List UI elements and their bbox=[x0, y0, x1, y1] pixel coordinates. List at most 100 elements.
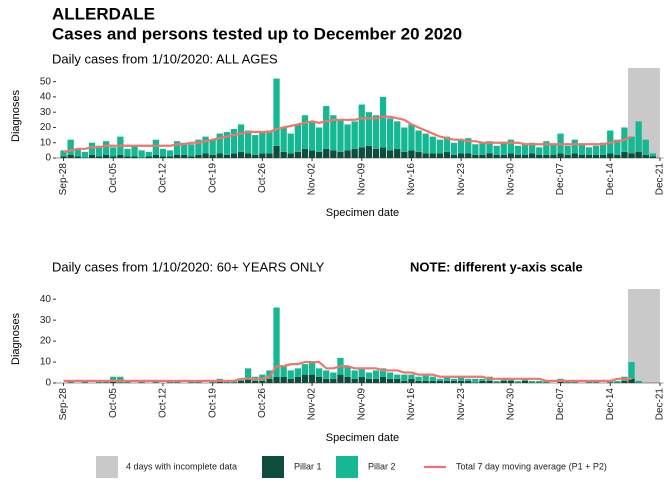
legend-swatch bbox=[336, 456, 358, 478]
bar bbox=[394, 378, 401, 383]
bar bbox=[507, 380, 514, 383]
bar bbox=[131, 156, 138, 158]
bar bbox=[443, 151, 451, 158]
bar bbox=[195, 139, 202, 155]
bar bbox=[635, 121, 642, 152]
x-axis-label: Specimen date bbox=[326, 207, 399, 219]
bar bbox=[67, 139, 74, 155]
x-tick-label: Nov-30 bbox=[505, 163, 516, 196]
chart-title: Daily cases from 1/10/2020: 60+ YEARS ON… bbox=[52, 259, 325, 274]
bar bbox=[337, 374, 344, 383]
bar bbox=[287, 370, 294, 379]
bar bbox=[245, 130, 252, 154]
bar bbox=[529, 153, 536, 158]
legend-swatch bbox=[96, 456, 118, 478]
bar bbox=[415, 130, 422, 152]
bar bbox=[450, 154, 458, 158]
bar bbox=[245, 378, 252, 383]
bar bbox=[131, 145, 138, 157]
bar bbox=[422, 133, 429, 154]
bar bbox=[95, 156, 103, 158]
bar bbox=[543, 141, 550, 155]
x-tick-label: Dec-21 bbox=[655, 388, 666, 421]
bar bbox=[379, 96, 387, 148]
bar bbox=[415, 151, 422, 158]
bar bbox=[174, 141, 181, 155]
bar bbox=[564, 154, 571, 158]
bar bbox=[415, 376, 422, 381]
bar bbox=[301, 374, 309, 383]
bar bbox=[358, 147, 365, 158]
bar bbox=[344, 124, 351, 151]
bar bbox=[358, 376, 365, 383]
legend-label: 4 days with incomplete data bbox=[126, 461, 237, 471]
bar bbox=[379, 147, 387, 158]
bar bbox=[649, 156, 656, 158]
bar bbox=[507, 153, 514, 158]
bar bbox=[301, 148, 309, 158]
bar bbox=[621, 151, 628, 158]
bar bbox=[174, 154, 181, 158]
bar bbox=[401, 380, 408, 383]
bar bbox=[202, 136, 209, 154]
bar bbox=[287, 153, 294, 158]
bar bbox=[188, 144, 195, 157]
bar bbox=[88, 154, 96, 158]
bar bbox=[351, 370, 358, 379]
bar bbox=[387, 378, 394, 383]
bar bbox=[103, 141, 110, 155]
y-tick-label: 40 bbox=[40, 294, 52, 305]
bar bbox=[323, 370, 330, 379]
bar bbox=[578, 154, 585, 158]
bar bbox=[337, 151, 344, 158]
bar bbox=[550, 144, 557, 155]
bar bbox=[571, 139, 578, 154]
bar bbox=[422, 153, 429, 158]
bar bbox=[74, 148, 81, 157]
bar bbox=[372, 115, 380, 149]
bar bbox=[521, 144, 529, 155]
bar bbox=[429, 376, 436, 381]
bar bbox=[401, 374, 408, 381]
bar bbox=[628, 153, 635, 158]
bar bbox=[60, 150, 67, 157]
bar bbox=[67, 154, 74, 158]
bar bbox=[486, 141, 493, 154]
bar bbox=[472, 144, 479, 155]
bar bbox=[103, 154, 110, 158]
y-tick-label: 50 bbox=[40, 76, 52, 87]
bar bbox=[110, 156, 117, 158]
bar bbox=[252, 380, 259, 383]
bar bbox=[273, 145, 280, 158]
bar bbox=[436, 139, 443, 154]
bar bbox=[301, 115, 309, 149]
bar bbox=[635, 151, 642, 158]
bar bbox=[387, 150, 394, 158]
bar bbox=[273, 78, 280, 146]
bar bbox=[365, 112, 372, 146]
subtitle: Cases and persons tested up to December … bbox=[52, 24, 462, 43]
bar bbox=[60, 156, 67, 158]
bar bbox=[585, 147, 593, 155]
bar bbox=[237, 124, 245, 152]
bar bbox=[344, 150, 351, 158]
x-tick-label: Oct-19 bbox=[207, 163, 218, 193]
bar bbox=[110, 376, 117, 381]
bar bbox=[152, 154, 159, 158]
bar bbox=[245, 368, 252, 379]
bar bbox=[479, 378, 486, 381]
bar bbox=[365, 378, 372, 383]
bar bbox=[316, 127, 323, 152]
legend-label: Pillar 2 bbox=[368, 461, 396, 471]
bar bbox=[259, 132, 266, 154]
bar bbox=[365, 145, 372, 158]
bar bbox=[323, 378, 330, 383]
x-tick-label: Nov-09 bbox=[356, 163, 367, 196]
bar bbox=[600, 154, 607, 158]
bar bbox=[394, 374, 401, 379]
bar bbox=[642, 139, 649, 155]
bar bbox=[557, 153, 564, 158]
bar bbox=[479, 142, 486, 155]
bar bbox=[372, 148, 380, 158]
bar bbox=[472, 378, 479, 383]
